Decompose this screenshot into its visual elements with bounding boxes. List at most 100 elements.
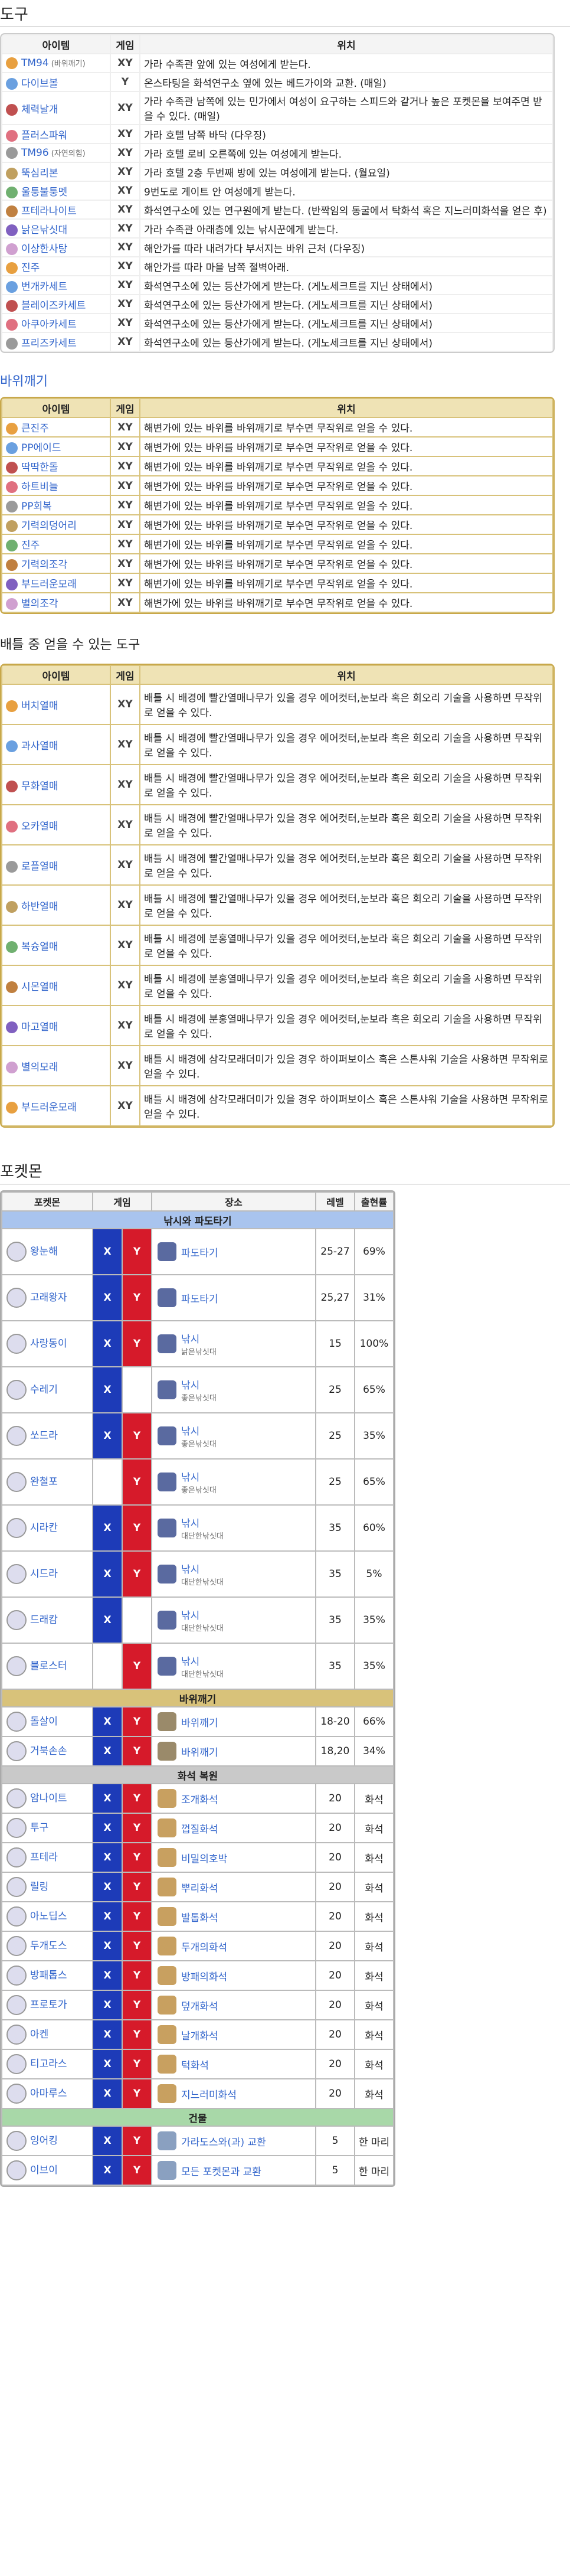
item-link[interactable]: 다이브볼 bbox=[21, 77, 58, 90]
rocksmash-table: 아이템 게임 위치 큰진주 XY 해변가에 있는 바위를 바위깨기로 부수면 무작위… bbox=[0, 397, 555, 614]
place-link[interactable]: 지느러미화석 bbox=[181, 2089, 237, 2101]
pokemon-link[interactable]: 사랑동이 bbox=[30, 1338, 67, 1350]
item-link[interactable]: 복슝열매 bbox=[21, 941, 58, 953]
pokemon-link[interactable]: 왕눈해 bbox=[30, 1246, 58, 1258]
place-link[interactable]: 뿌리화석 bbox=[181, 1882, 218, 1895]
item-link[interactable]: 프리즈카세트 bbox=[21, 337, 77, 350]
item-link[interactable]: TM94 bbox=[21, 57, 49, 69]
place-link[interactable]: 두개의화석 bbox=[181, 1941, 228, 1954]
pokemon-link[interactable]: 방패톱스 bbox=[30, 1970, 67, 1981]
item-link[interactable]: PP회복 bbox=[21, 501, 52, 512]
pokemon-link[interactable]: 릴링 bbox=[30, 1881, 49, 1893]
pokemon-link[interactable]: 두개도스 bbox=[30, 1940, 67, 1952]
pokemon-link[interactable]: 완철포 bbox=[30, 1476, 58, 1488]
item-icon bbox=[6, 318, 18, 331]
item-link[interactable]: 체력날개 bbox=[21, 103, 58, 116]
place-link[interactable]: 낚시 bbox=[181, 1426, 200, 1438]
item-link[interactable]: 큰진주 bbox=[21, 423, 49, 435]
game-y-badge: Y bbox=[123, 1321, 151, 1366]
item-link[interactable]: 오카열매 bbox=[21, 820, 58, 832]
item-link[interactable]: 기력의조각 bbox=[21, 559, 68, 571]
pokemon-cell: 릴링 bbox=[2, 1873, 92, 1901]
pokemon-link[interactable]: 프로토가 bbox=[30, 1999, 67, 2011]
item-link[interactable]: 진주 bbox=[21, 262, 40, 274]
item-link[interactable]: 부드러운모래 bbox=[21, 1101, 77, 1114]
item-link[interactable]: 별의모래 bbox=[21, 1061, 58, 1073]
pokemon-link[interactable]: 거북손손 bbox=[30, 1745, 67, 1757]
item-link[interactable]: 과사열매 bbox=[21, 740, 58, 752]
pokemon-link[interactable]: 투구 bbox=[30, 1822, 49, 1834]
pokemon-link[interactable]: 아켄 bbox=[30, 2029, 49, 2040]
section-title-battle: 배틀 중 얻을 수 있는 도구 bbox=[0, 638, 140, 652]
item-link[interactable]: 울퉁불퉁멧 bbox=[21, 186, 68, 198]
place-link[interactable]: 덮개화석 bbox=[181, 2000, 218, 2013]
pokemon-link[interactable]: 드래캄 bbox=[30, 1614, 58, 1626]
item-link[interactable]: 딱딱한돌 bbox=[21, 462, 58, 474]
pokemon-link[interactable]: 시드라 bbox=[30, 1568, 58, 1580]
place-link[interactable]: 방패의화석 bbox=[181, 1971, 228, 1983]
place-link[interactable]: 날개화석 bbox=[181, 2030, 218, 2042]
item-link[interactable]: 하반열매 bbox=[21, 900, 58, 913]
pokemon-link[interactable]: 돌살이 bbox=[30, 1716, 58, 1728]
place-link[interactable]: 바위깨기 bbox=[181, 1717, 218, 1729]
place-link[interactable]: 파도타기 bbox=[181, 1293, 218, 1305]
item-link[interactable]: 부드러운모래 bbox=[21, 579, 77, 590]
place-link[interactable]: 바위깨기 bbox=[181, 1746, 218, 1759]
place-link[interactable]: 비밀의호박 bbox=[181, 1853, 228, 1865]
place-link[interactable]: 낚시 bbox=[181, 1610, 200, 1622]
item-link[interactable]: TM96 bbox=[21, 147, 49, 159]
place-text: 낚시 낡은낚싯대 bbox=[181, 1331, 217, 1357]
place-link[interactable]: 조개화석 bbox=[181, 1794, 218, 1806]
col-game: 게임 bbox=[111, 666, 139, 684]
pokemon-link[interactable]: 티고라스 bbox=[30, 2058, 67, 2070]
place-link[interactable]: 낚시 bbox=[181, 1472, 200, 1484]
pokemon-link[interactable]: 시라칸 bbox=[30, 1522, 58, 1534]
pokemon-link[interactable]: 이브이 bbox=[30, 2164, 58, 2176]
pokemon-link[interactable]: 프테라 bbox=[30, 1852, 58, 1863]
item-link[interactable]: 하트비늘 bbox=[21, 481, 58, 493]
pokemon-link[interactable]: 아노딥스 bbox=[30, 1911, 67, 1922]
place-link[interactable]: 턱화석 bbox=[181, 2059, 209, 2072]
location-cell: 화석연구소에 있는 연구원에게 받는다. (반짝임의 동굴에서 탁화석 혹은 지… bbox=[140, 201, 552, 218]
item-link[interactable]: 버치열매 bbox=[21, 700, 58, 712]
item-link[interactable]: 아쿠아카세트 bbox=[21, 318, 77, 331]
pokemon-row: 고래왕자 X Y 파도타기 25,27 31% bbox=[2, 1275, 393, 1320]
pokemon-cell: 방패톱스 bbox=[2, 1961, 92, 1990]
place-link[interactable]: 낚시 bbox=[181, 1656, 200, 1668]
item-link[interactable]: 무화열매 bbox=[21, 780, 58, 792]
place-link[interactable]: 발톱화석 bbox=[181, 1912, 218, 1924]
place-link[interactable]: 낚시 bbox=[181, 1518, 200, 1530]
section-title-rocksmash[interactable]: 바위깨기 bbox=[0, 374, 48, 389]
pokemon-link[interactable]: 잉어킹 bbox=[30, 2135, 58, 2147]
game-cell: XY bbox=[111, 418, 139, 436]
pokemon-link[interactable]: 쏘드라 bbox=[30, 1430, 58, 1442]
pokemon-link[interactable]: 아마루스 bbox=[30, 2088, 67, 2100]
item-link[interactable]: 플러스파워 bbox=[21, 129, 68, 142]
item-link[interactable]: 이상한사탕 bbox=[21, 243, 68, 255]
pokemon-link[interactable]: 수레기 bbox=[30, 1384, 58, 1396]
place-link[interactable]: 모든 포켓몬과 교환 bbox=[181, 2166, 261, 2178]
item-link[interactable]: 진주 bbox=[21, 540, 40, 551]
place-link[interactable]: 낚시 bbox=[181, 1564, 200, 1576]
item-link[interactable]: PP에이드 bbox=[21, 442, 61, 454]
place-link[interactable]: 가라도스와(과) 교환 bbox=[181, 2136, 266, 2149]
place-link[interactable]: 껍질화석 bbox=[181, 1823, 218, 1836]
item-link[interactable]: 마고열매 bbox=[21, 1021, 58, 1033]
battle-items-table: 아이템 게임 위치 버치열매 XY 배틀 시 배경에 빨간열매나무가 있을 경우 에… bbox=[0, 664, 555, 1128]
place-link[interactable]: 낚시 bbox=[181, 1334, 200, 1346]
item-link[interactable]: 기력의덩어리 bbox=[21, 520, 77, 532]
item-link[interactable]: 번개카세트 bbox=[21, 280, 68, 293]
item-link[interactable]: 시몬열매 bbox=[21, 981, 58, 993]
pokemon-link[interactable]: 고래왕자 bbox=[30, 1292, 67, 1304]
item-link[interactable]: 프테라나이트 bbox=[21, 205, 77, 217]
item-link[interactable]: 블레이즈카세트 bbox=[21, 299, 86, 312]
item-link[interactable]: 낡은낚싯대 bbox=[21, 224, 68, 236]
place-link[interactable]: 낚시 bbox=[181, 1380, 200, 1392]
item-link[interactable]: 뚝심리본 bbox=[21, 167, 58, 179]
item-link[interactable]: 별의조각 bbox=[21, 598, 58, 610]
item-link[interactable]: 로플열매 bbox=[21, 860, 58, 873]
pokemon-link[interactable]: 암나이트 bbox=[30, 1793, 67, 1804]
place-link[interactable]: 파도타기 bbox=[181, 1247, 218, 1259]
pokemon-link[interactable]: 블로스터 bbox=[30, 1660, 67, 1672]
place-text: 뿌리화석 bbox=[181, 1880, 218, 1895]
